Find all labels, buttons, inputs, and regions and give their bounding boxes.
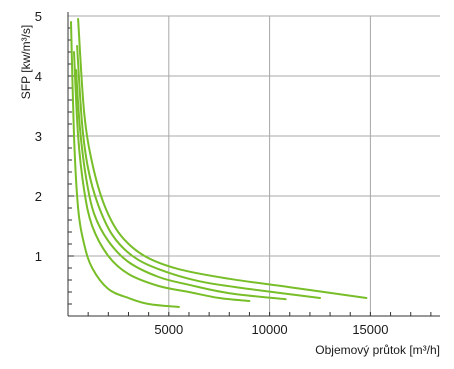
curve-3 [75,69,287,301]
x-axis-title: Objemový průtok [m³/h] [315,343,440,357]
grid [68,15,440,316]
ticks [68,27,432,316]
curves [70,18,368,308]
y-tick-label-2: 2 [35,189,42,204]
tick-labels: 1 2 3 4 5 5000 10000 15000 [35,9,389,337]
x-tick-label-5000: 5000 [154,322,183,337]
axes [67,12,440,317]
x-tick-label-15000: 15000 [352,322,388,337]
curve-4 [76,45,321,299]
y-tick-label-5: 5 [35,9,42,24]
y-tick-label-4: 4 [35,69,42,84]
x-tick-label-10000: 10000 [252,322,288,337]
curve-2 [73,51,251,302]
y-axis-title: SFP [kw/m³/s] [19,25,33,99]
curve-5 [77,18,368,299]
y-tick-label-3: 3 [35,129,42,144]
curve-1 [70,21,180,308]
y-tick-label-1: 1 [35,249,42,264]
